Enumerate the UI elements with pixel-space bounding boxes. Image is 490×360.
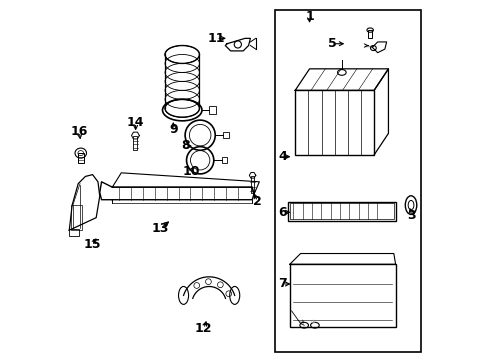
Bar [290,264,395,327]
Text: 7: 7 [278,278,287,291]
Text: 3: 3 [408,210,416,222]
Bar [133,136,137,149]
Text: 8: 8 [181,139,190,152]
Text: 16: 16 [71,125,88,138]
Bar [251,176,254,193]
Bar [221,157,227,163]
Bar [288,202,395,221]
Text: 4: 4 [278,150,287,163]
Bar [209,107,216,114]
Text: 5: 5 [328,37,337,50]
Text: 2: 2 [253,195,262,208]
Text: 10: 10 [182,165,200,177]
Bar [223,132,229,138]
Text: 14: 14 [127,116,145,129]
Text: 15: 15 [84,238,101,251]
Bar [275,10,421,352]
Bar [295,90,374,155]
Bar [368,31,372,39]
Text: 1: 1 [305,10,314,23]
Bar [290,203,394,220]
Text: 11: 11 [208,32,225,45]
Bar [72,205,82,230]
Text: 13: 13 [152,222,170,235]
Text: 9: 9 [169,123,177,136]
Text: 12: 12 [195,322,213,335]
Bar [69,229,79,235]
Text: 6: 6 [278,206,287,219]
Bar [78,153,84,163]
